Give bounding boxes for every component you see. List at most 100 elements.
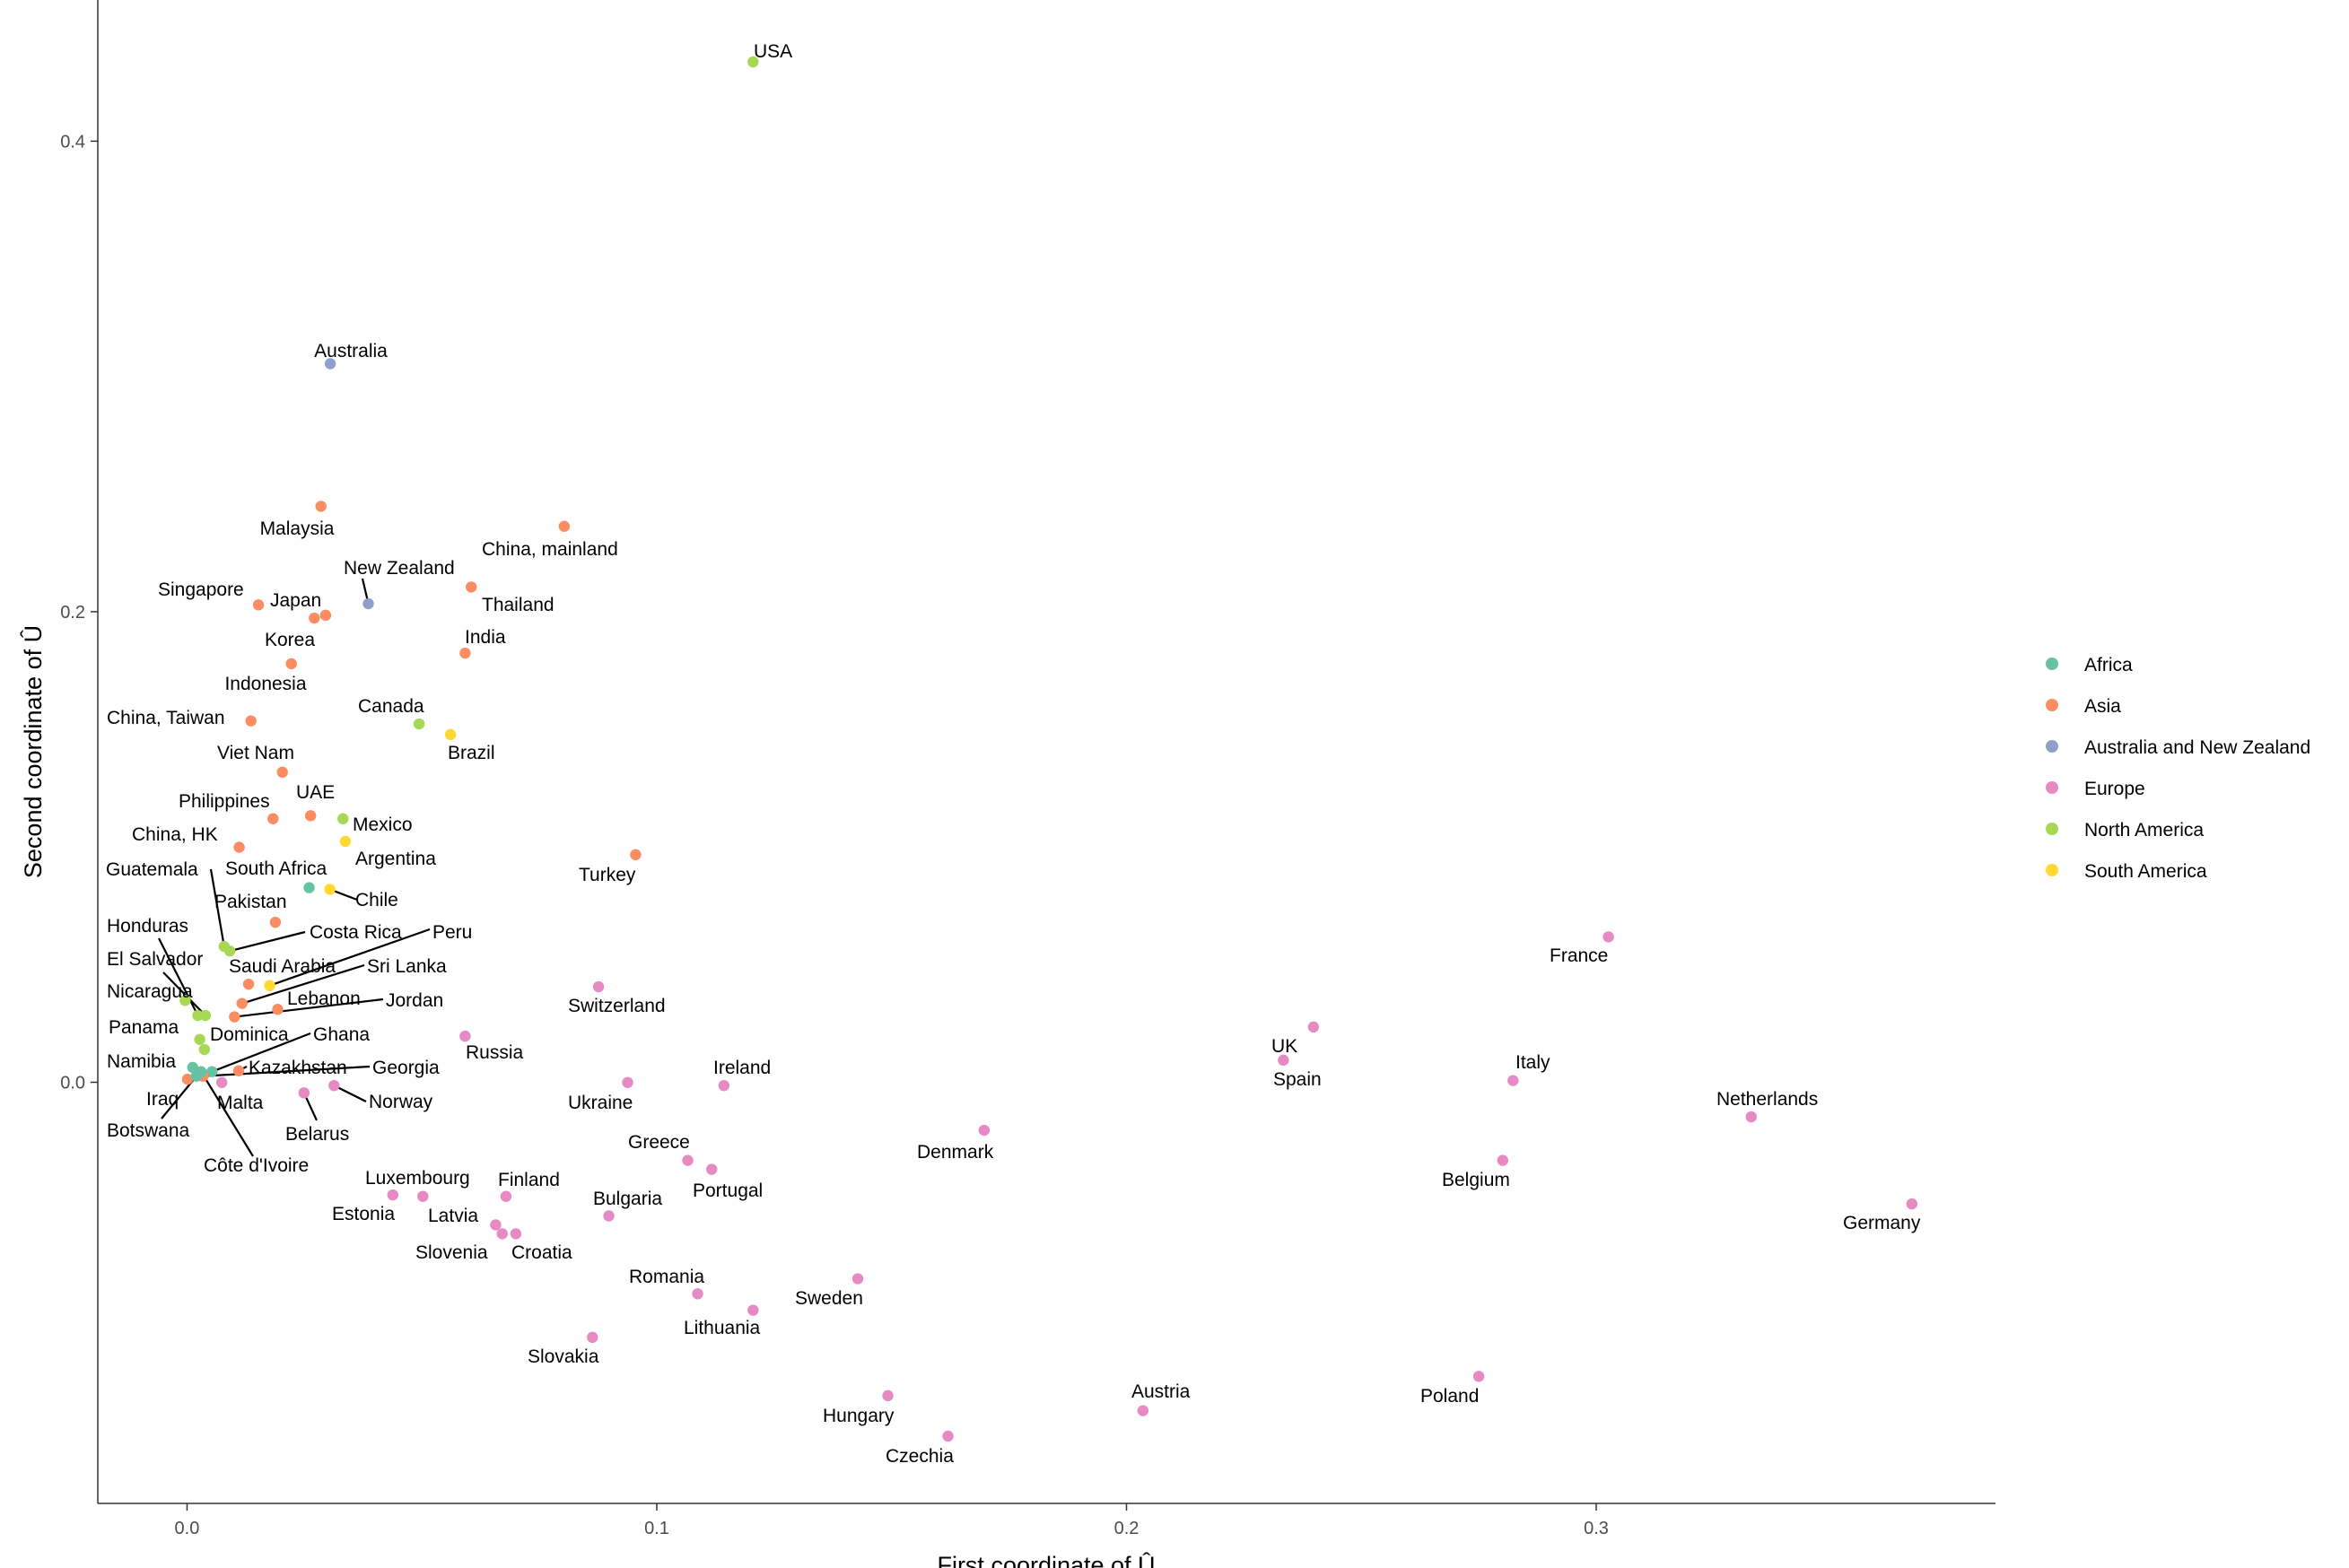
data-point (459, 647, 471, 659)
point-label: Indonesia (224, 674, 306, 694)
x-tick-label: 0.0 (175, 1519, 200, 1538)
data-point (216, 1076, 228, 1088)
data-point (1137, 1405, 1149, 1416)
point-label: Netherlands (1716, 1089, 1818, 1110)
data-point (298, 1087, 310, 1099)
data-point (269, 916, 282, 928)
data-point (315, 501, 327, 512)
data-point (303, 882, 315, 893)
point-label: Mexico (353, 814, 413, 835)
point-label: Portugal (693, 1180, 763, 1201)
point-label: Belgium (1442, 1170, 1510, 1190)
leader-line (162, 971, 206, 1016)
point-label: Iraq (146, 1089, 179, 1110)
point-label: Côte d'Ivoire (204, 1155, 309, 1176)
leader-line (333, 1085, 367, 1102)
data-point (592, 980, 605, 993)
point-label: Bulgaria (593, 1189, 662, 1209)
data-point (622, 1076, 633, 1088)
point-label: Ukraine (568, 1093, 633, 1113)
point-label: Panama (109, 1017, 179, 1038)
y-tick-label: 0.4 (60, 132, 85, 152)
data-point (195, 1066, 207, 1077)
data-point (337, 813, 349, 824)
legend-key (2046, 823, 2058, 835)
data-point (232, 1065, 245, 1076)
point-label: Sweden (795, 1288, 863, 1309)
data-points (179, 56, 1918, 1442)
point-label: Philippines (179, 791, 270, 812)
point-label: Italy (1515, 1052, 1550, 1073)
data-point (242, 978, 255, 990)
leader-line (241, 963, 365, 1005)
data-point (233, 841, 245, 853)
data-point (444, 728, 457, 741)
point-label: Greece (628, 1132, 690, 1153)
data-point (245, 715, 257, 727)
point-label: France (1550, 945, 1608, 966)
data-point (490, 1219, 502, 1231)
data-point (682, 1154, 694, 1166)
data-point (500, 1190, 512, 1202)
data-point (1497, 1154, 1509, 1166)
point-label: Ireland (713, 1058, 771, 1078)
data-point (272, 1004, 284, 1015)
legend-label: Europe (2084, 779, 2145, 799)
point-label: Denmark (917, 1142, 994, 1163)
point-label: India (465, 627, 506, 648)
point-label: Hungary (823, 1406, 895, 1426)
data-point (851, 1273, 864, 1285)
y-tick-label: 0.2 (60, 603, 85, 623)
point-label: South Africa (225, 858, 327, 879)
point-label: Saudi Arabia (229, 956, 336, 977)
point-label: Austria (1131, 1381, 1191, 1402)
data-point (1906, 1198, 1918, 1210)
point-label: Japan (270, 590, 321, 611)
data-point (1472, 1371, 1485, 1382)
x-tick-label: 0.1 (644, 1519, 669, 1538)
axes (97, 0, 1995, 1504)
point-label: Australia (314, 341, 388, 362)
point-label: Canada (358, 696, 424, 717)
point-label: Botswana (107, 1120, 190, 1141)
point-label: El Salvador (107, 949, 203, 970)
data-point (304, 810, 317, 822)
data-point (587, 1331, 598, 1344)
x-ticks: 0.0 0.1 0.2 0.3 (175, 1503, 1609, 1538)
data-point (199, 1009, 212, 1022)
point-label: Lithuania (684, 1318, 761, 1338)
leader-line (211, 1032, 311, 1073)
point-label: China, HK (132, 824, 218, 845)
data-point (206, 1066, 218, 1077)
point-label: Estonia (332, 1204, 395, 1224)
point-label: Slovakia (528, 1346, 599, 1367)
point-label: Russia (466, 1042, 524, 1063)
data-point (882, 1389, 894, 1402)
data-point (747, 1304, 759, 1316)
data-point (309, 612, 320, 624)
legend-label: North America (2084, 820, 2204, 841)
legend-label: Africa (2084, 655, 2133, 675)
data-point (718, 1079, 730, 1092)
point-label: Brazil (448, 743, 495, 763)
leader-line (209, 868, 225, 947)
point-label: Korea (265, 630, 315, 650)
point-label: Romania (629, 1267, 704, 1287)
data-point (362, 597, 374, 610)
point-label: Turkey (579, 865, 636, 885)
data-point (328, 1079, 340, 1092)
point-label: New Zealand (344, 558, 455, 579)
legend-key (2046, 699, 2058, 711)
data-point (264, 980, 275, 991)
point-label: Costa Rica (310, 922, 402, 943)
point-label: Argentina (355, 849, 436, 869)
leader-line (234, 997, 384, 1018)
leader-line (229, 930, 306, 953)
data-point (603, 1210, 615, 1222)
legend-label: Asia (2084, 696, 2121, 717)
point-label: Georgia (372, 1058, 440, 1078)
data-point (179, 995, 191, 1006)
point-label: Ghana (313, 1024, 370, 1045)
legend-key (2046, 864, 2058, 876)
